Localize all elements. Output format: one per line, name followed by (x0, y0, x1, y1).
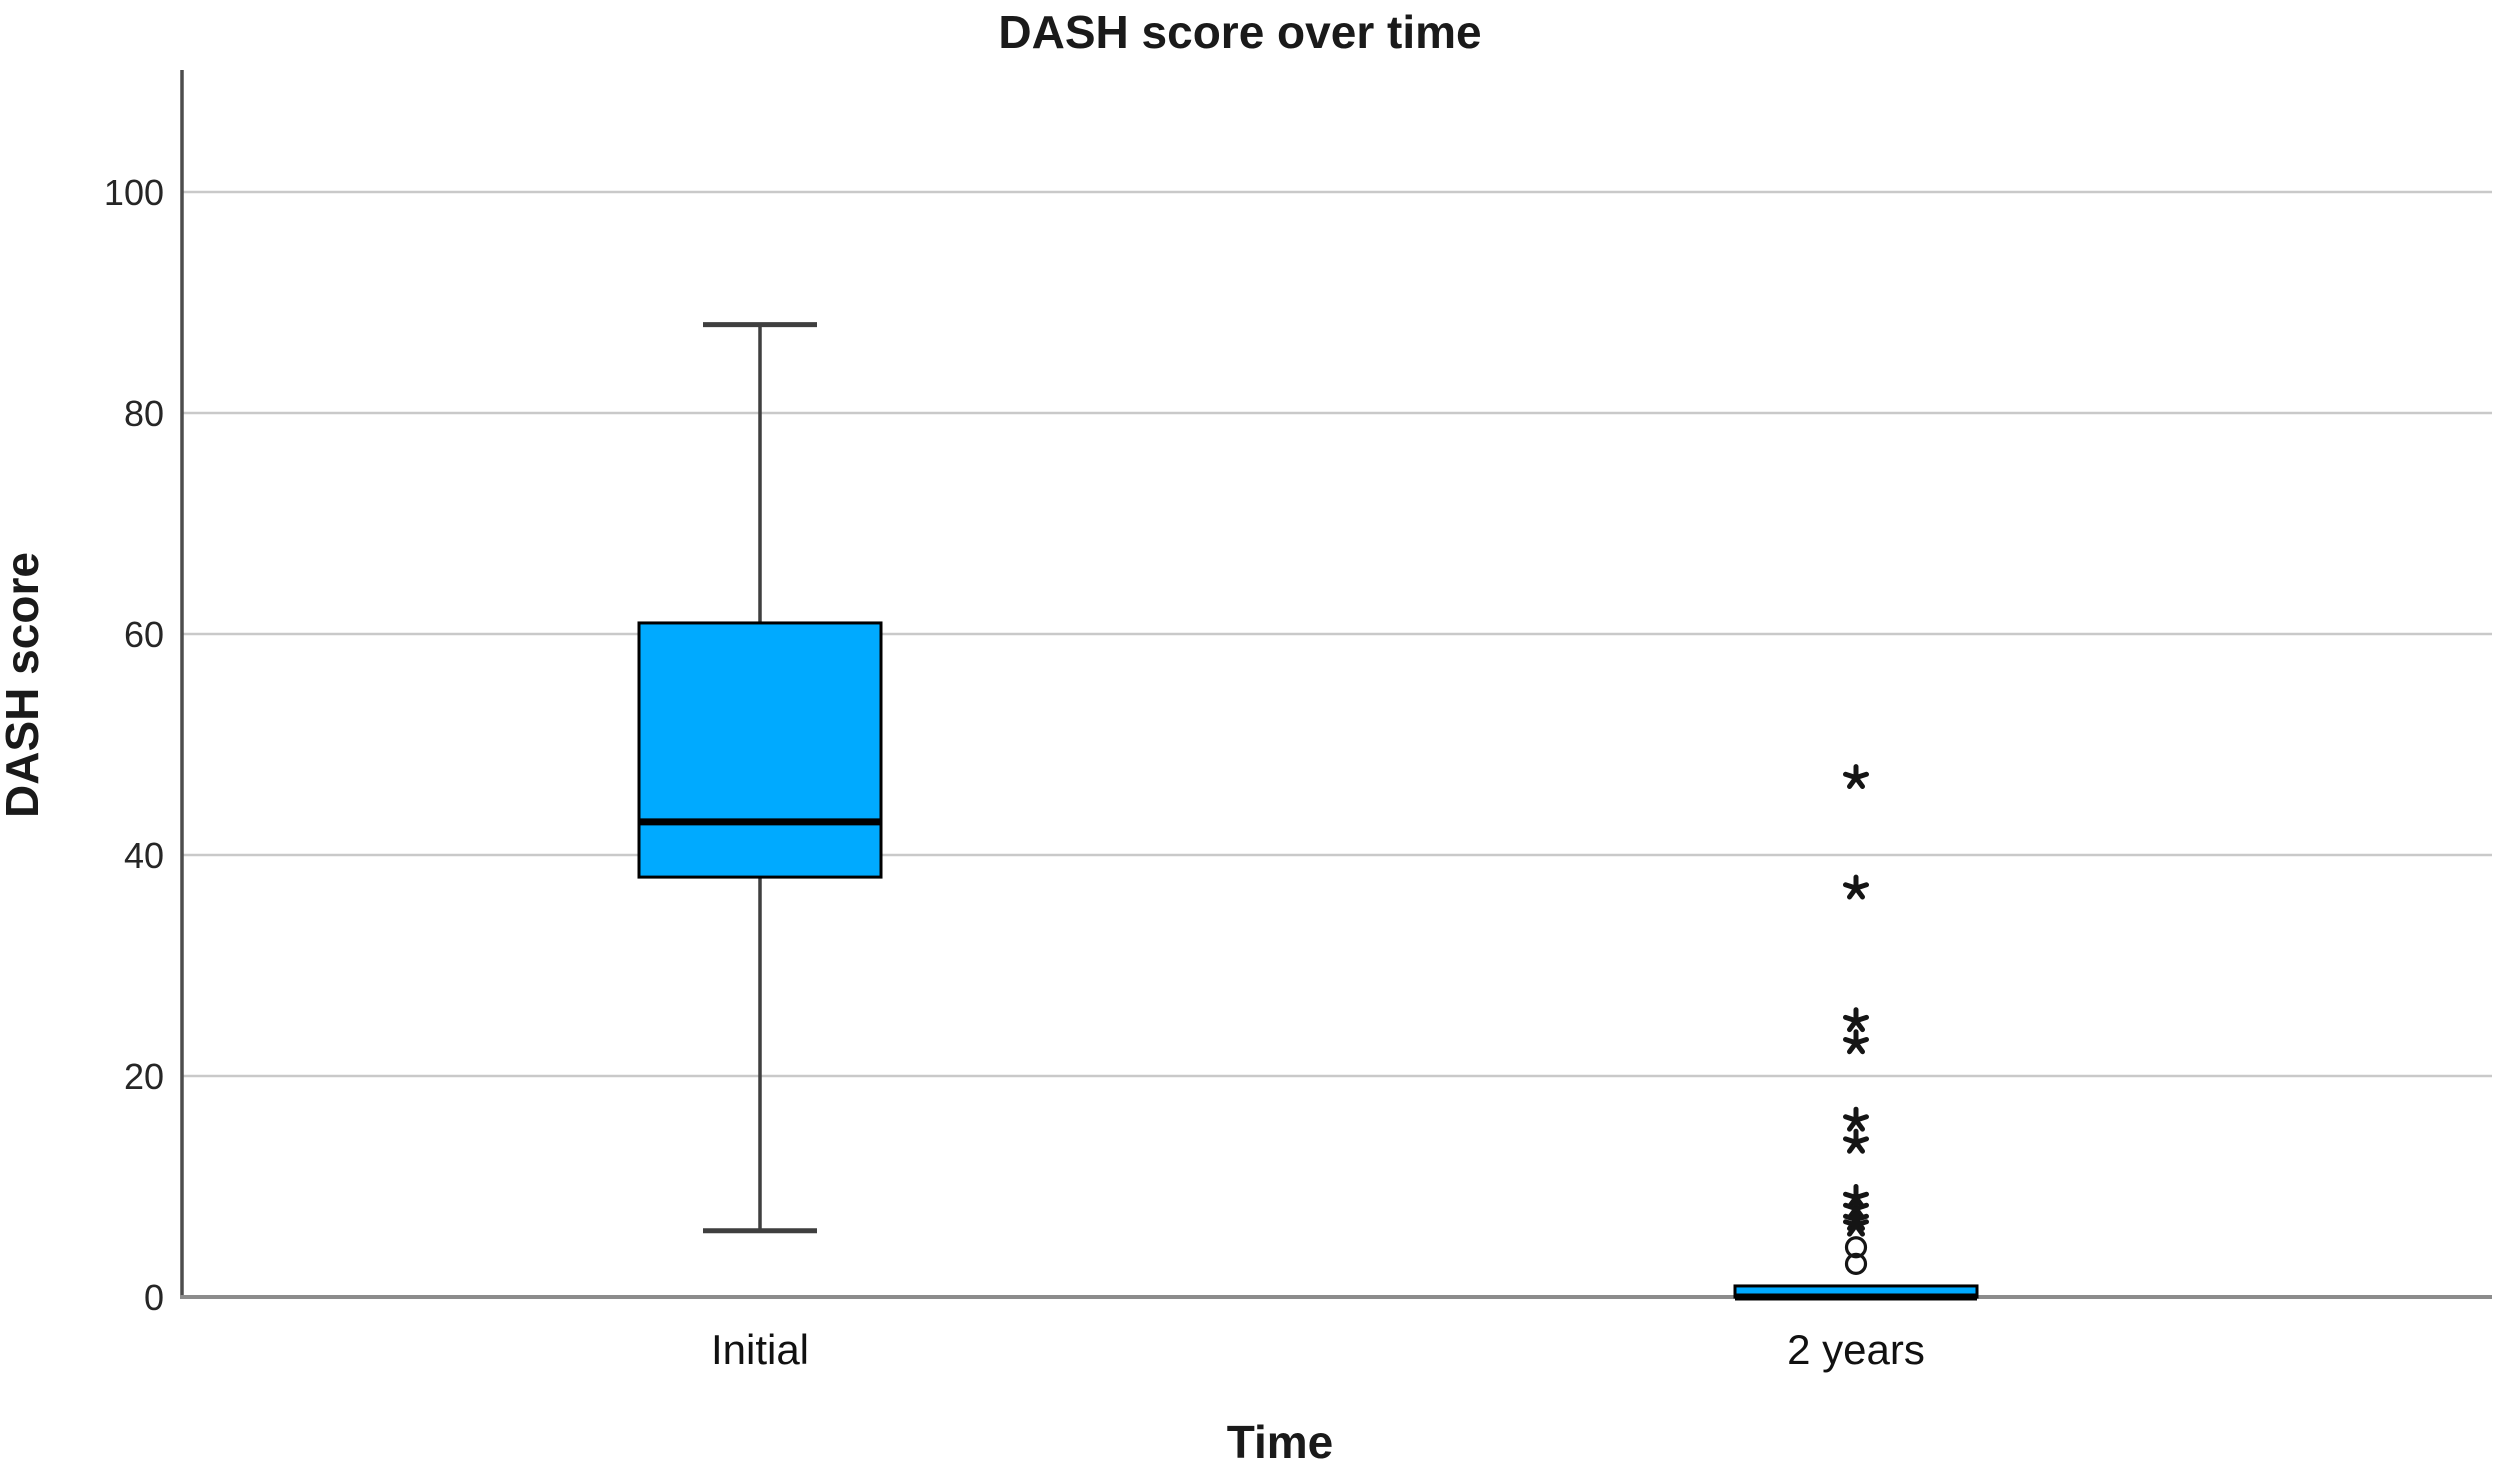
mild-outlier-circle-2-years (1844, 1252, 1868, 1275)
extreme-outlier-star-2-years (1843, 1106, 1869, 1132)
extreme-outlier-star-2-years (1843, 1195, 1869, 1220)
iqr-box-initial (637, 621, 883, 879)
extreme-outlier-star-2-years (1843, 1007, 1869, 1033)
extreme-outlier-star-2-years (1843, 1184, 1869, 1209)
x-category-label-2-years: 2 years (1787, 1326, 1925, 1373)
chart-title: DASH score over time (998, 6, 1481, 58)
y-tick-label-100: 100 (104, 172, 164, 213)
extreme-outlier-star-2-years (1843, 764, 1869, 789)
y-tick-label-0: 0 (144, 1277, 164, 1318)
y-tick-label-80: 80 (124, 393, 164, 434)
extreme-outlier-star-2-years (1843, 1211, 1869, 1237)
x-axis-title: Time (1227, 1416, 1334, 1468)
extreme-outlier-star-2-years (1843, 1128, 1869, 1154)
extreme-outlier-star-2-years (1843, 874, 1869, 900)
y-axis-title: DASH score (0, 552, 48, 818)
mild-outlier-circle-2-years (1844, 1236, 1868, 1259)
extreme-outlier-star-2-years (1843, 1029, 1869, 1055)
y-tick-label-20: 20 (124, 1056, 164, 1097)
x-category-label-initial: Initial (711, 1326, 809, 1373)
y-tick-label-60: 60 (124, 614, 164, 655)
y-tick-label-40: 40 (124, 835, 164, 876)
